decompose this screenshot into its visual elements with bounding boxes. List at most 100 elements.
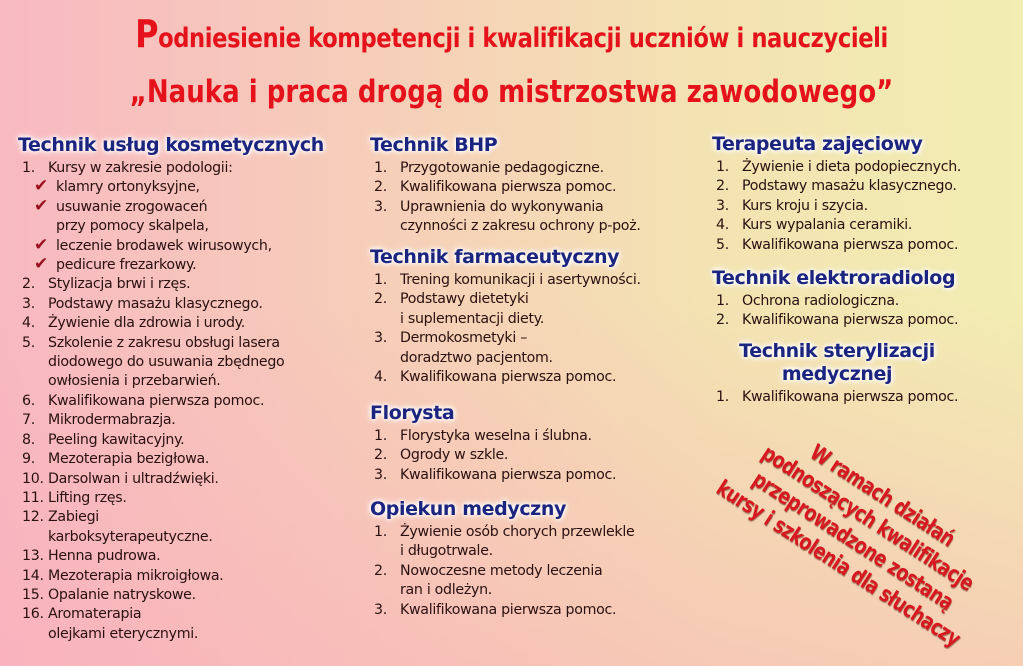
item-text: Mikrodermabrazja. (48, 412, 176, 429)
list-item: 10. Darsolwan i ultradźwięki. (18, 470, 368, 489)
item-text: Uprawnienia do wykonywania czynności z z… (400, 198, 641, 235)
item-text: Kursy w zakresie podologii: (48, 160, 233, 176)
item-number: 11. (22, 489, 44, 506)
item-text: Peeling kawitacyjny. (48, 431, 185, 448)
list-item: 15. Opalanie natryskowe. (18, 586, 368, 605)
item-text: Mezoterapia bezigłowa. (48, 451, 210, 468)
list-item: 6. Kwalifikowana pierwsza pomoc. (18, 392, 368, 411)
sub-item-text: pedicure frezarkowy. (56, 257, 197, 274)
item-text: Zabiegi karboksyterapeutyczne. (48, 509, 213, 545)
item-text: Szkolenie z zakresu obsługi lasera diodo… (48, 334, 285, 390)
item-list: 1. Przygotowanie pedagogiczne. 2. Kwalifiko… (370, 159, 710, 237)
list-item: 2. Stylizacja brwi i rzęs. (18, 275, 368, 294)
list-item: 16. Aromaterapia olejkami eterycznymi. (18, 605, 368, 644)
list-item: 1. Żywienie i dieta podopiecznych. (712, 158, 1022, 177)
sub-list: ✔ klamry ortonyksyjne, ✔ usuwanie zrogowace… (34, 176, 368, 275)
item-text: Dermokosmetyki – doradztwo pacjentom. (400, 330, 553, 366)
item-text: Podstawy masażu klasycznego. (48, 295, 263, 312)
section-sterylizacja: Technik sterylizacji medycznej 1. Kwalifik… (712, 340, 1022, 407)
section-bhp: Technik BHP 1. Przygotowanie pedagogiczne.… (370, 134, 710, 237)
checkmark-icon: ✔ (34, 195, 48, 216)
section-kosmetyczny: Technik usług kosmetycznych 1. Kursy w zak… (18, 134, 368, 644)
section-heading: Technik usług kosmetycznych (18, 134, 324, 156)
list-item: 1. Trening komunikacji i asertywności. (370, 271, 710, 290)
list-item: 13. Henna pudrowa. (18, 547, 368, 566)
item-list: 1. Ochrona radiologiczna. 2. Kwalifikowana … (712, 292, 1022, 331)
item-text: Podstawy masażu klasycznego. (742, 178, 957, 195)
sub-item-text: usuwanie zrogowaceń przy pomocy skalpela… (56, 198, 209, 235)
item-number: 15. (22, 586, 44, 603)
item-number: 1. (374, 272, 387, 288)
list-item: 1. Ochrona radiologiczna. (712, 292, 1022, 311)
list-item: 3. Kurs kroju i szycia. (712, 197, 1022, 216)
item-text: Kwalifikowana pierwsza pomoc. (742, 312, 959, 329)
sub-item-text: klamry ortonyksyjne, (56, 179, 200, 196)
item-number: 2. (374, 291, 387, 308)
list-item: 3. Podstawy masażu klasycznego. (18, 295, 368, 314)
item-text: Kwalifikowana pierwsza pomoc. (742, 389, 959, 405)
item-number: 13. (22, 548, 44, 565)
list-item: 2. Podstawy masażu klasycznego. (712, 177, 1022, 196)
item-text: Stylizacja brwi i rzęs. (48, 276, 191, 293)
item-number: 9. (22, 451, 35, 468)
item-number: 2. (374, 179, 387, 196)
item-number: 4. (716, 217, 729, 234)
checkmark-icon: ✔ (34, 234, 48, 255)
item-number: 4. (374, 369, 387, 386)
list-item: 3. Uprawnienia do wykonywania czynności z… (370, 198, 710, 237)
item-text: Darsolwan i ultradźwięki. (48, 470, 219, 487)
main-title: Podniesienie kompetencji i kwalifikacji … (82, 12, 941, 61)
item-text: Kwalifikowana pierwsza pomoc. (742, 236, 959, 253)
list-item: 1. Florystyka weselna i ślubna. (370, 427, 710, 446)
rotated-slogan: W ramach działań podnoszących kwalifikac… (711, 440, 978, 653)
section-terapeuta: Terapeuta zajęciowy 1. Żywienie i dieta po… (712, 133, 1022, 255)
list-item: 8. Peeling kawitacyjny. (18, 431, 368, 450)
list-item: 3. Kwalifikowana pierwsza pomoc. (370, 601, 710, 620)
list-item: 2. Kwalifikowana pierwsza pomoc. (370, 178, 710, 197)
item-list: 1. Żywienie i dieta podopiecznych. 2. Podst… (712, 158, 1022, 255)
item-number: 5. (22, 334, 35, 351)
item-number: 1. (374, 160, 387, 176)
list-item: 3. Kwalifikowana pierwsza pomoc. (370, 466, 710, 485)
section-heading: Technik elektroradiolog (712, 267, 956, 289)
item-text: Kwalifikowana pierwsza pomoc. (400, 179, 617, 196)
item-number: 2. (716, 312, 729, 329)
item-text: Podstawy dietetyki i suplementacji diety… (400, 291, 545, 327)
item-number: 3. (374, 330, 387, 347)
list-item: 4. Kwalifikowana pierwsza pomoc. (370, 368, 710, 387)
section-florysta: Florysta 1. Florystyka weselna i ślubna. 2.… (370, 402, 710, 485)
list-item: 7. Mikrodermabrazja. (18, 411, 368, 430)
list-item: 11. Lifting rzęs. (18, 489, 368, 508)
list-item: 4. Żywienie dla zdrowia i urody. (18, 314, 368, 333)
sub-item-text: leczenie brodawek wirusowych, (56, 237, 272, 254)
item-number: 1. (22, 160, 35, 176)
list-item: 2. Nowoczesne metody leczenia ran i odleż… (370, 562, 710, 601)
list-item: 4. Kurs wypalania ceramiki. (712, 216, 1022, 235)
list-item: 3. Dermokosmetyki – doradztwo pacjentom. (370, 329, 710, 368)
section-farmaceutyczny: Technik farmaceutyczny 1. Trening komunika… (370, 246, 710, 387)
item-text: Kwalifikowana pierwsza pomoc. (400, 601, 617, 618)
list-item: 1. Kwalifikowana pierwsza pomoc. (712, 388, 1022, 407)
item-number: 3. (374, 601, 387, 618)
list-item: 2. Ogrody w szkle. (370, 446, 710, 465)
item-text: Nowoczesne metody leczenia ran i odleżyn… (400, 562, 603, 599)
title-initial: P (135, 12, 159, 56)
item-number: 6. (22, 392, 35, 409)
item-text: Henna pudrowa. (48, 548, 161, 565)
item-number: 12. (22, 509, 44, 526)
item-number: 2. (374, 562, 387, 579)
section-opiekun: Opiekun medyczny 1. Żywienie osób chorych … (370, 498, 710, 620)
item-text: Żywienie i dieta podopiecznych. (742, 159, 962, 175)
list-item: 5. Kwalifikowana pierwsza pomoc. (712, 236, 1022, 255)
item-text: Trening komunikacji i asertywności. (400, 272, 641, 288)
list-item: 1. Żywienie osób chorych przewlekle i dłu… (370, 523, 710, 562)
sub-item: ✔ leczenie brodawek wirusowych, (34, 234, 368, 256)
item-list: 1. Kwalifikowana pierwsza pomoc. (712, 388, 1022, 407)
list-item: 2. Kwalifikowana pierwsza pomoc. (712, 311, 1022, 330)
section-heading: Opiekun medyczny (370, 498, 566, 520)
item-number: 7. (22, 412, 35, 429)
item-text: Ochrona radiologiczna. (742, 293, 899, 309)
item-number: 14. (22, 567, 44, 584)
section-heading: Technik sterylizacji medycznej (739, 340, 935, 385)
item-text: Lifting rzęs. (48, 489, 127, 506)
